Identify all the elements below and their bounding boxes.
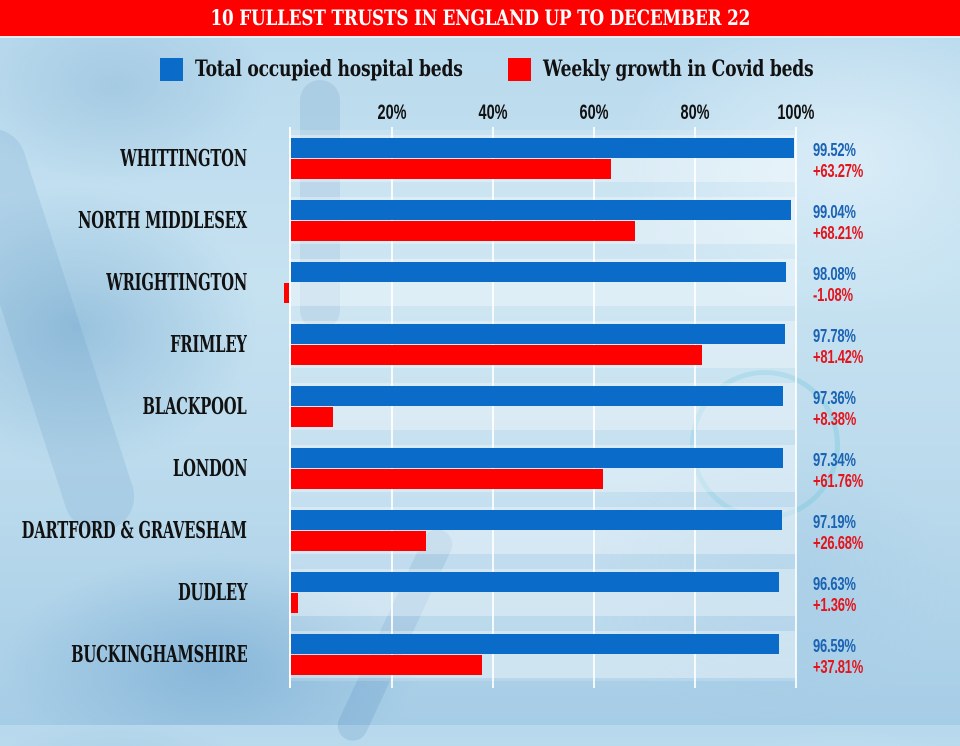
chart-title: 10 FULLEST TRUSTS IN ENGLAND UP TO DECEM… [210,5,750,30]
x-tick-label: 20% [357,100,427,126]
value-label-weekly-growth: +68.21% [813,222,882,244]
x-tick-label: 100% [761,100,831,126]
x-tick-label: 80% [660,100,730,126]
value-label-total-occupied: 96.63% [813,573,872,595]
value-label-text: 97.78% [813,326,856,346]
bar-total-occupied [291,324,785,344]
bar-total-occupied [291,138,794,158]
category-label-text: FRIMLEY [170,331,247,358]
category-label-text: DUDLEY [177,579,247,606]
value-label-text: +81.42% [813,347,864,367]
value-label-total-occupied: 97.19% [813,511,872,533]
legend-label-total-occupied: Total occupied hospital beds [195,56,463,82]
x-tick-label: 40% [458,100,528,126]
bar-total-occupied [291,262,787,282]
y-axis-line [289,127,291,688]
value-label-weekly-growth: +61.76% [813,470,882,492]
category-label-text: BLACKPOOL [142,393,247,420]
value-label-total-occupied: 99.52% [813,139,872,161]
value-label-text: 97.34% [813,450,856,470]
gridline [795,127,797,688]
value-label-weekly-growth: +8.38% [813,408,873,430]
value-label-text: 96.63% [813,574,856,594]
x-tick-label-text: 20% [377,101,407,124]
category-label: BLACKPOOL [84,392,247,422]
value-label-text: +1.36% [813,595,857,615]
value-label-text: +68.21% [813,223,864,243]
bar-total-occupied [291,448,783,468]
header-divider [0,36,960,38]
x-tick-label-text: 100% [777,101,815,124]
legend-swatch-total-occupied [160,58,183,81]
bar-weekly-growth [291,469,603,489]
category-label: NORTH MIDDLESEX [0,206,247,236]
category-label-text: BUCKINGHAMSHIRE [70,641,248,668]
category-label: DUDLEY [139,578,247,608]
category-label-text: NORTH MIDDLESEX [78,207,247,234]
gridline [694,127,696,688]
bar-total-occupied [291,572,779,592]
x-tick-label-text: 40% [478,101,508,124]
value-label-total-occupied: 97.78% [813,325,872,347]
value-label-text: +61.76% [813,471,864,491]
value-label-total-occupied: 97.34% [813,449,872,471]
legend-label-weekly-growth: Weekly growth in Covid beds [543,56,814,82]
value-label-text: 98.08% [813,264,856,284]
bar-weekly-growth [291,407,334,427]
category-label: WHITTINGTON [49,144,247,174]
legend-item-total-occupied: Total occupied hospital beds [195,55,538,83]
value-label-text: 97.36% [813,388,856,408]
value-label-weekly-growth: +37.81% [813,656,882,678]
x-tick-label: 60% [559,100,629,126]
bar-weekly-growth [291,655,482,675]
category-label: BUCKINGHAMSHIRE [0,640,248,670]
bar-weekly-growth [283,283,289,303]
bar-weekly-growth [291,345,703,365]
legend-item-weekly-growth: Weekly growth in Covid beds [543,55,890,83]
gridline [492,127,494,688]
bar-total-occupied [291,200,792,220]
category-label-text: LONDON [172,455,247,482]
value-label-weekly-growth: +1.36% [813,594,873,616]
category-label: LONDON [131,454,247,484]
value-label-text: 99.04% [813,202,856,222]
bar-weekly-growth [291,221,636,241]
value-label-text: +26.68% [813,533,864,553]
gridline [391,127,393,688]
value-label-total-occupied: 99.04% [813,201,872,223]
bar-total-occupied [291,386,783,406]
category-label: WRIGHTINGTON [27,268,247,298]
value-label-text: -1.08% [813,285,853,305]
background-photo [0,119,144,541]
category-label-text: WRIGHTINGTON [106,269,247,296]
value-label-total-occupied: 96.59% [813,635,872,657]
value-label-weekly-growth: +81.42% [813,346,882,368]
x-tick-label-text: 60% [579,101,609,124]
chart-title-bar: 10 FULLEST TRUSTS IN ENGLAND UP TO DECEM… [0,0,960,36]
value-label-text: 97.19% [813,512,856,532]
bar-total-occupied [291,634,779,654]
value-label-text: +8.38% [813,409,857,429]
category-label-text: WHITTINGTON [120,145,247,172]
bar-total-occupied [291,510,782,530]
bar-weekly-growth [291,531,426,551]
value-label-weekly-growth: +26.68% [813,532,882,554]
category-label-text: DARTFORD & GRAVESHAM [21,517,247,544]
value-label-text: 99.52% [813,140,856,160]
legend-swatch-weekly-growth [508,58,531,81]
value-label-text: 96.59% [813,636,856,656]
category-label: FRIMLEY [127,330,247,360]
value-label-text: +37.81% [813,657,864,677]
bar-weekly-growth [291,593,298,613]
x-tick-label-text: 80% [680,101,710,124]
value-label-text: +63.27% [813,161,864,181]
bar-weekly-growth [291,159,611,179]
value-label-weekly-growth: -1.08% [813,284,868,306]
gridline [593,127,595,688]
value-label-total-occupied: 97.36% [813,387,872,409]
value-label-total-occupied: 98.08% [813,263,872,285]
value-label-weekly-growth: +63.27% [813,160,882,182]
category-label: DARTFORD & GRAVESHAM [0,516,247,546]
